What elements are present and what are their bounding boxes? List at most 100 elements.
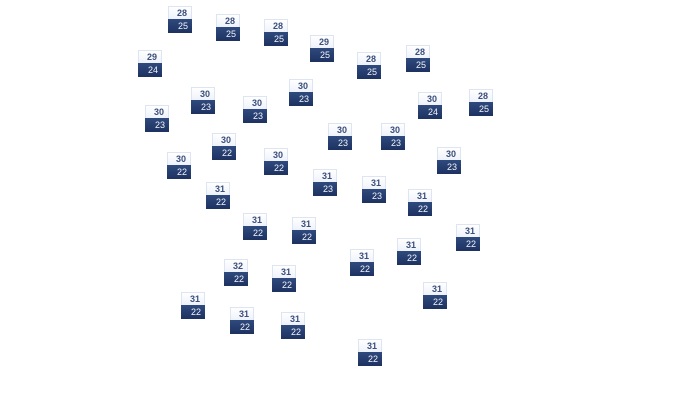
- high-temperature: 31: [281, 312, 305, 325]
- temperature-marker[interactable]: 28 25: [168, 6, 192, 33]
- temperature-marker[interactable]: 31 22: [408, 189, 432, 216]
- low-temperature: 22: [408, 202, 432, 216]
- high-temperature: 30: [243, 96, 267, 109]
- high-temperature: 31: [362, 176, 386, 189]
- low-temperature: 23: [313, 182, 337, 196]
- temperature-marker[interactable]: 31 22: [292, 217, 316, 244]
- high-temperature: 31: [423, 282, 447, 295]
- temperature-marker[interactable]: 31 22: [206, 182, 230, 209]
- temperature-marker[interactable]: 29 24: [138, 50, 162, 77]
- high-temperature: 29: [138, 50, 162, 63]
- temperature-marker[interactable]: 31 22: [281, 312, 305, 339]
- low-temperature: 24: [138, 63, 162, 77]
- low-temperature: 22: [230, 320, 254, 334]
- high-temperature: 31: [408, 189, 432, 202]
- temperature-marker[interactable]: 31 22: [230, 307, 254, 334]
- high-temperature: 30: [191, 87, 215, 100]
- low-temperature: 22: [281, 325, 305, 339]
- low-temperature: 25: [264, 32, 288, 46]
- low-temperature: 23: [328, 136, 352, 150]
- temperature-marker[interactable]: 31 23: [362, 176, 386, 203]
- low-temperature: 22: [423, 295, 447, 309]
- low-temperature: 23: [289, 92, 313, 106]
- temperature-marker[interactable]: 31 22: [397, 238, 421, 265]
- high-temperature: 31: [313, 169, 337, 182]
- temperature-marker[interactable]: 30 24: [418, 92, 442, 119]
- low-temperature: 25: [469, 102, 493, 116]
- low-temperature: 22: [181, 305, 205, 319]
- high-temperature: 30: [437, 147, 461, 160]
- low-temperature: 23: [191, 100, 215, 114]
- low-temperature: 24: [418, 105, 442, 119]
- temperature-marker[interactable]: 31 22: [358, 339, 382, 366]
- high-temperature: 31: [350, 249, 374, 262]
- high-temperature: 31: [358, 339, 382, 352]
- low-temperature: 22: [212, 146, 236, 160]
- low-temperature: 23: [145, 118, 169, 132]
- low-temperature: 22: [292, 230, 316, 244]
- temperature-marker[interactable]: 30 23: [243, 96, 267, 123]
- low-temperature: 22: [350, 262, 374, 276]
- temperature-marker[interactable]: 31 22: [350, 249, 374, 276]
- high-temperature: 30: [328, 123, 352, 136]
- low-temperature: 22: [206, 195, 230, 209]
- low-temperature: 23: [362, 189, 386, 203]
- low-temperature: 22: [397, 251, 421, 265]
- temperature-marker[interactable]: 31 22: [456, 224, 480, 251]
- temperature-marker[interactable]: 30 23: [289, 79, 313, 106]
- high-temperature: 31: [243, 213, 267, 226]
- temperature-marker[interactable]: 28 25: [469, 89, 493, 116]
- high-temperature: 29: [310, 35, 334, 48]
- high-temperature: 30: [289, 79, 313, 92]
- temperature-marker[interactable]: 28 25: [357, 52, 381, 79]
- temperature-marker[interactable]: 29 25: [310, 35, 334, 62]
- low-temperature: 22: [224, 272, 248, 286]
- low-temperature: 25: [310, 48, 334, 62]
- temperature-marker[interactable]: 30 22: [167, 152, 191, 179]
- high-temperature: 30: [167, 152, 191, 165]
- low-temperature: 25: [406, 58, 430, 72]
- temperature-marker[interactable]: 30 23: [191, 87, 215, 114]
- high-temperature: 31: [397, 238, 421, 251]
- high-temperature: 28: [264, 19, 288, 32]
- high-temperature: 28: [168, 6, 192, 19]
- high-temperature: 31: [292, 217, 316, 230]
- temperature-marker[interactable]: 31 22: [272, 265, 296, 292]
- low-temperature: 23: [243, 109, 267, 123]
- temperature-marker[interactable]: 32 22: [224, 259, 248, 286]
- temperature-marker[interactable]: 31 22: [423, 282, 447, 309]
- high-temperature: 31: [181, 292, 205, 305]
- high-temperature: 28: [406, 45, 430, 58]
- temperature-marker[interactable]: 30 23: [328, 123, 352, 150]
- temperature-marker[interactable]: 30 23: [145, 105, 169, 132]
- temperature-marker[interactable]: 30 23: [381, 123, 405, 150]
- low-temperature: 22: [264, 161, 288, 175]
- low-temperature: 22: [358, 352, 382, 366]
- temperature-marker[interactable]: 28 25: [406, 45, 430, 72]
- high-temperature: 30: [264, 148, 288, 161]
- high-temperature: 28: [216, 14, 240, 27]
- temperature-marker[interactable]: 30 22: [264, 148, 288, 175]
- temperature-marker[interactable]: 28 25: [264, 19, 288, 46]
- low-temperature: 22: [243, 226, 267, 240]
- low-temperature: 22: [167, 165, 191, 179]
- temperature-marker[interactable]: 30 22: [212, 133, 236, 160]
- high-temperature: 30: [418, 92, 442, 105]
- temperature-marker[interactable]: 31 23: [313, 169, 337, 196]
- high-temperature: 31: [456, 224, 480, 237]
- low-temperature: 22: [456, 237, 480, 251]
- high-temperature: 28: [469, 89, 493, 102]
- temperature-marker[interactable]: 28 25: [216, 14, 240, 41]
- temperature-marker[interactable]: 31 22: [181, 292, 205, 319]
- temperature-marker[interactable]: 31 22: [243, 213, 267, 240]
- low-temperature: 23: [381, 136, 405, 150]
- high-temperature: 31: [230, 307, 254, 320]
- high-temperature: 30: [212, 133, 236, 146]
- low-temperature: 25: [357, 65, 381, 79]
- low-temperature: 23: [437, 160, 461, 174]
- low-temperature: 22: [272, 278, 296, 292]
- temperature-marker[interactable]: 30 23: [437, 147, 461, 174]
- low-temperature: 25: [168, 19, 192, 33]
- high-temperature: 30: [381, 123, 405, 136]
